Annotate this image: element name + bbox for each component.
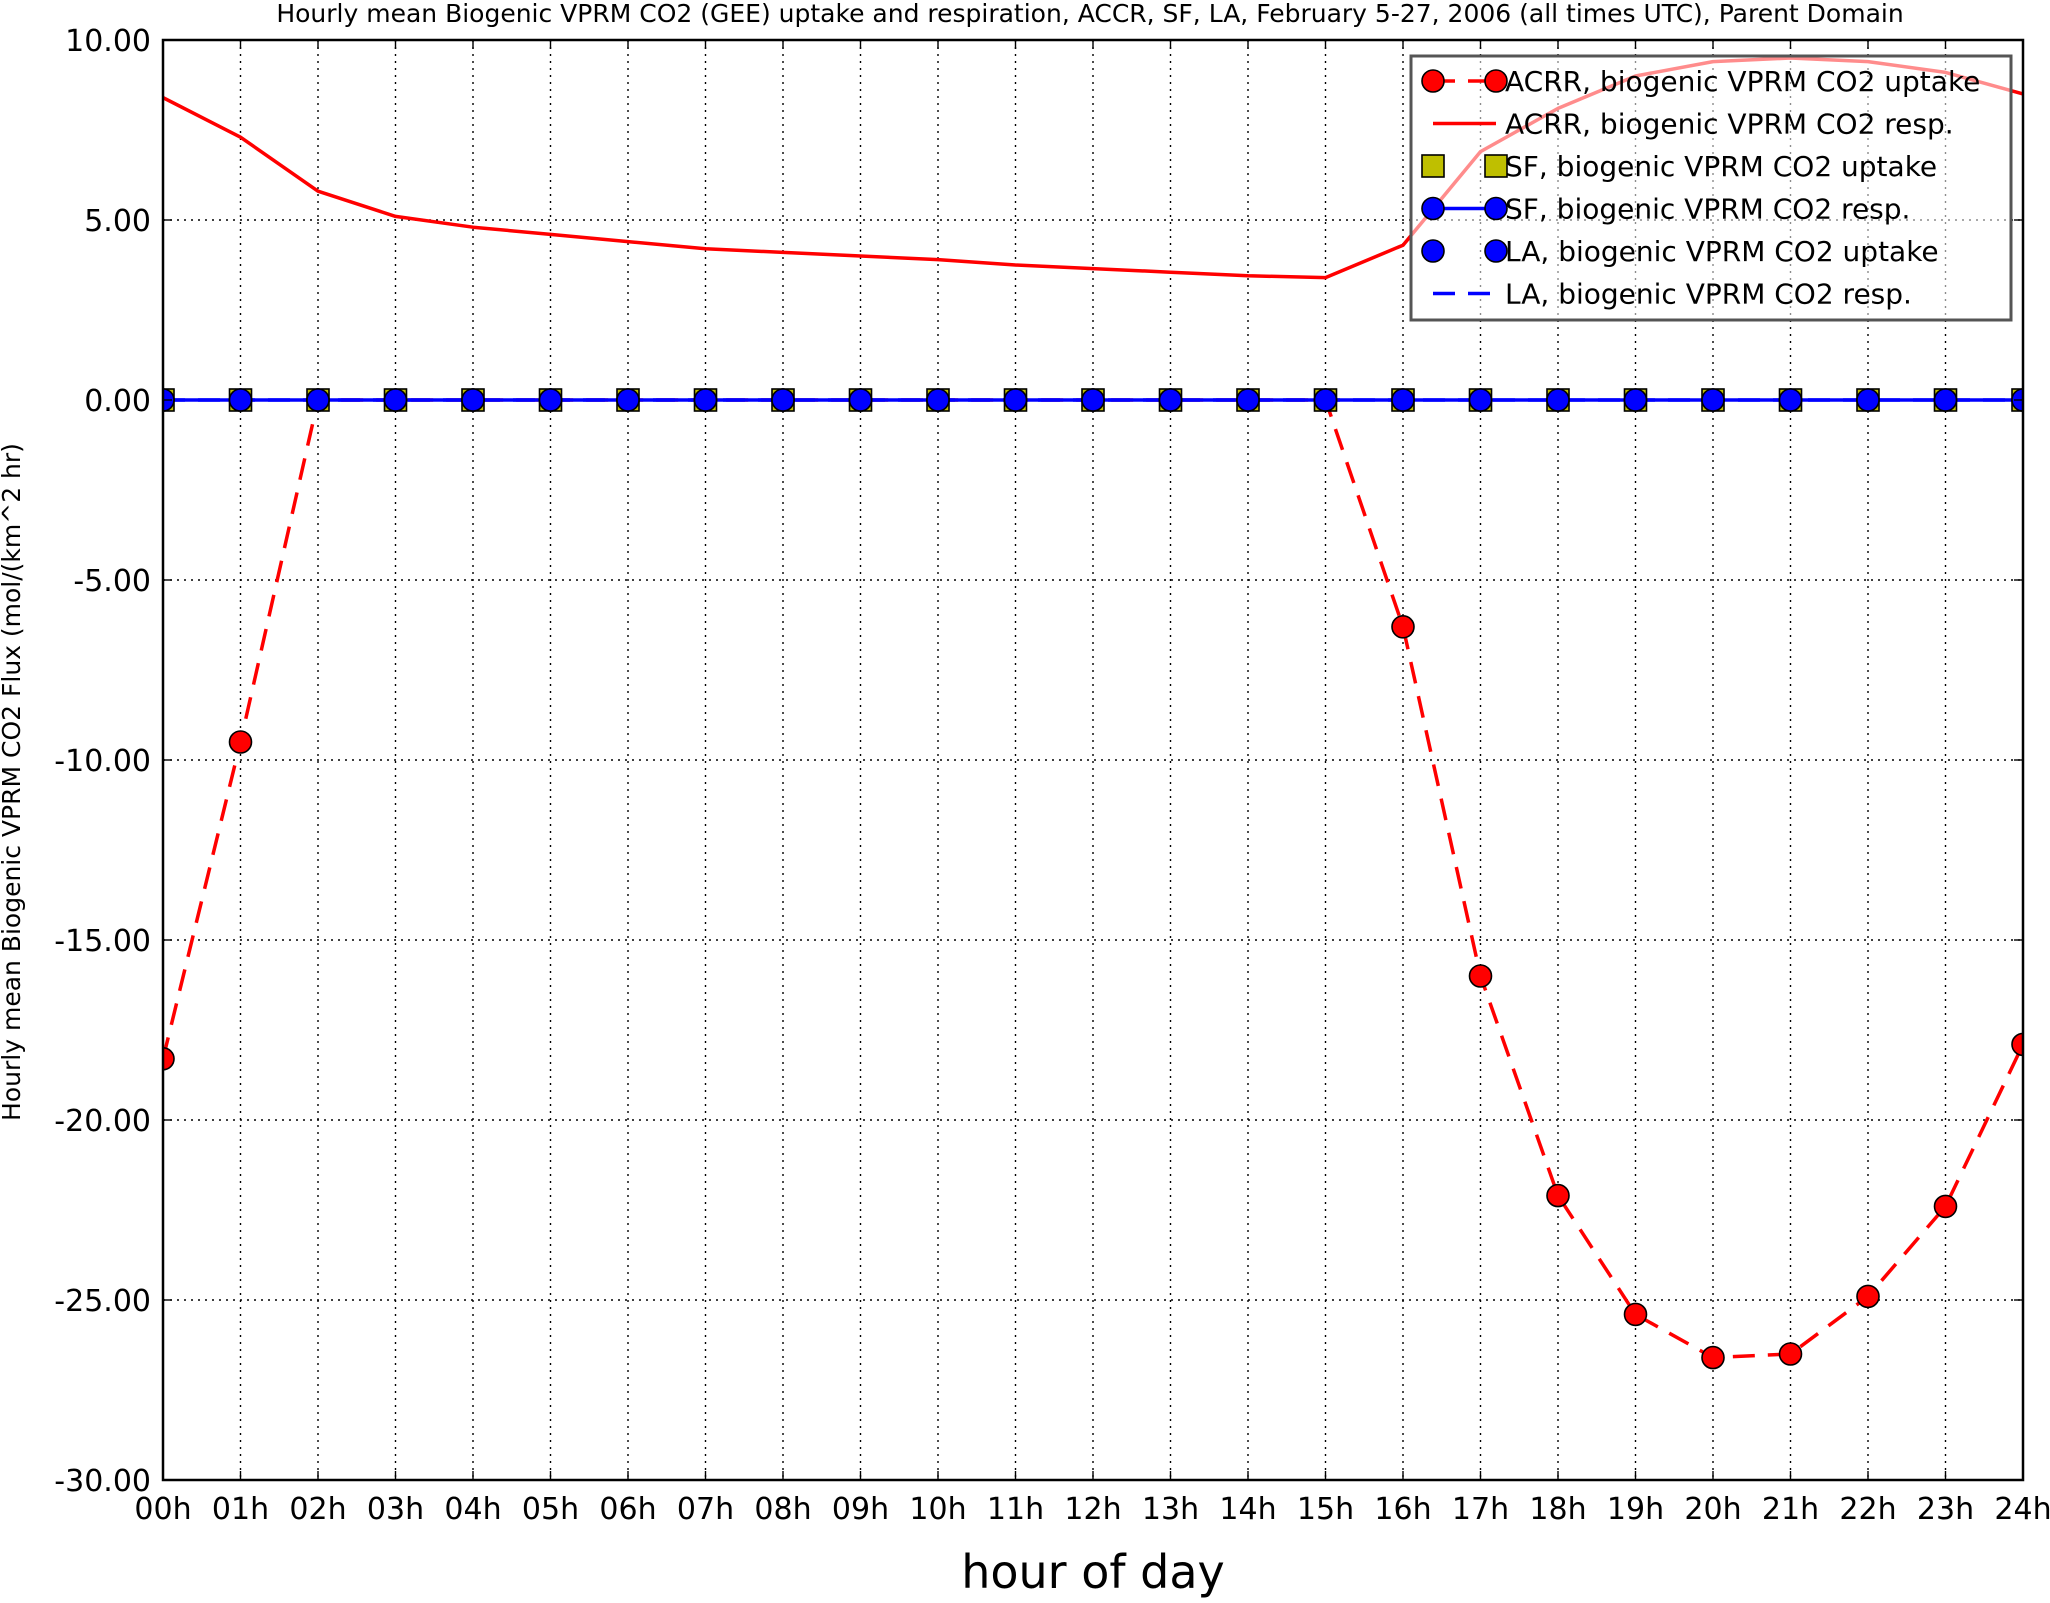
x-tick-label: 05h bbox=[522, 1492, 579, 1527]
point-acrr-biogenic-vprm-co2-uptake bbox=[1933, 1194, 1958, 1219]
chart-title: Hourly mean Biogenic VPRM CO2 (GEE) upta… bbox=[276, 0, 1903, 28]
point-la-biogenic-vprm-co2-uptake bbox=[1701, 388, 1725, 412]
point-acrr-biogenic-vprm-co2-uptake bbox=[1391, 614, 1415, 639]
x-tick-label: 17h bbox=[1452, 1492, 1509, 1527]
y-tick-label: -30.00 bbox=[54, 1464, 151, 1499]
point-la-biogenic-vprm-co2-uptake bbox=[616, 388, 640, 412]
x-tick-label: 09h bbox=[832, 1492, 889, 1527]
x-tick-label: 06h bbox=[599, 1492, 656, 1527]
legend-label: ACRR, biogenic VPRM CO2 uptake bbox=[1505, 65, 1980, 98]
point-acrr-biogenic-vprm-co2-uptake bbox=[1623, 1302, 1648, 1327]
legend-label: ACRR, biogenic VPRM CO2 resp. bbox=[1505, 108, 1954, 141]
point-la-biogenic-vprm-co2-uptake bbox=[1546, 388, 1570, 412]
x-tick-label: 21h bbox=[1762, 1492, 1819, 1527]
x-tick-label: 08h bbox=[754, 1492, 811, 1527]
point-acrr-biogenic-vprm-co2-uptake bbox=[1778, 1342, 1803, 1366]
x-tick-label: 11h bbox=[987, 1492, 1044, 1527]
axis-ticks: 00h 01h 02h 03h 04h 05h 06h 07h 08h 09h 10h 11h 12h 1… bbox=[54, 24, 2050, 1527]
legend-marker-sf-biogenic-vprm-co2-uptake bbox=[1421, 154, 1445, 178]
x-tick-label: 19h bbox=[1607, 1492, 1664, 1527]
x-tick-label: 12h bbox=[1064, 1492, 1121, 1527]
point-acrr-biogenic-vprm-co2-uptake bbox=[163, 1047, 175, 1071]
point-acrr-biogenic-vprm-co2-uptake bbox=[1468, 964, 1493, 988]
point-la-biogenic-vprm-co2-uptake bbox=[1391, 388, 1415, 412]
legend-marker-sf-biogenic-vprm-co2-resp bbox=[1484, 196, 1508, 221]
legend-marker-sf-biogenic-vprm-co2-resp bbox=[1421, 196, 1445, 221]
point-la-biogenic-vprm-co2-uptake bbox=[1856, 388, 1880, 412]
x-tick-label: 14h bbox=[1219, 1492, 1276, 1527]
point-la-biogenic-vprm-co2-uptake bbox=[1003, 388, 1028, 412]
x-tick-label: 10h bbox=[909, 1492, 966, 1527]
point-la-biogenic-vprm-co2-uptake bbox=[1933, 388, 1958, 412]
legend-marker-sf-biogenic-vprm-co2-uptake bbox=[1484, 154, 1508, 178]
legend-label: SF, biogenic VPRM CO2 resp. bbox=[1505, 193, 1910, 226]
point-la-biogenic-vprm-co2-uptake bbox=[383, 388, 408, 412]
series-line-acrr-biogenic-vprm-co2-uptake bbox=[163, 398, 2023, 1360]
legend-label: SF, biogenic VPRM CO2 uptake bbox=[1505, 150, 1937, 183]
x-tick-label: 24h bbox=[1994, 1492, 2050, 1527]
x-tick-label: 04h bbox=[444, 1492, 501, 1527]
point-la-biogenic-vprm-co2-uptake bbox=[848, 388, 873, 412]
legend-marker-la-biogenic-vprm-co2-uptake bbox=[1484, 239, 1508, 263]
point-la-biogenic-vprm-co2-uptake bbox=[306, 388, 330, 412]
y-tick-label: -10.00 bbox=[54, 744, 151, 779]
point-la-biogenic-vprm-co2-uptake bbox=[461, 388, 485, 412]
y-tick-label: 5.00 bbox=[84, 204, 151, 239]
point-la-biogenic-vprm-co2-uptake bbox=[693, 388, 718, 412]
legend: ACRR, biogenic VPRM CO2 uptake ACRR, biog… bbox=[1409, 54, 2013, 322]
x-tick-label: 22h bbox=[1839, 1492, 1896, 1527]
point-acrr-biogenic-vprm-co2-uptake bbox=[228, 730, 253, 754]
plot-series bbox=[163, 56, 2023, 1370]
legend-label: LA, biogenic VPRM CO2 uptake bbox=[1505, 235, 1939, 268]
x-tick-label: 02h bbox=[289, 1492, 346, 1527]
x-tick-label: 20h bbox=[1684, 1492, 1741, 1527]
x-tick-label: 01h bbox=[212, 1492, 269, 1527]
legend-label: LA, biogenic VPRM CO2 resp. bbox=[1505, 278, 1912, 311]
y-tick-label: 10.00 bbox=[65, 24, 151, 59]
x-tick-label: 16h bbox=[1374, 1492, 1431, 1527]
point-acrr-biogenic-vprm-co2-uptake bbox=[1856, 1284, 1880, 1309]
legend-box bbox=[1409, 54, 2013, 322]
legend-marker-la-biogenic-vprm-co2-uptake bbox=[1421, 239, 1445, 263]
point-acrr-biogenic-vprm-co2-uptake bbox=[1546, 1183, 1570, 1208]
point-acrr-biogenic-vprm-co2-uptake bbox=[1701, 1345, 1725, 1370]
y-tick-label: 0.00 bbox=[84, 384, 151, 419]
point-la-biogenic-vprm-co2-uptake bbox=[771, 388, 795, 412]
point-acrr-biogenic-vprm-co2-uptake bbox=[2011, 1032, 2023, 1057]
point-la-biogenic-vprm-co2-uptake bbox=[926, 388, 950, 412]
point-la-biogenic-vprm-co2-uptake bbox=[1158, 388, 1183, 412]
y-tick-label: -25.00 bbox=[54, 1284, 151, 1319]
point-la-biogenic-vprm-co2-uptake bbox=[1236, 388, 1260, 412]
legend-marker-acrr-biogenic-vprm-co2-uptake bbox=[1484, 69, 1508, 93]
x-tick-label: 07h bbox=[677, 1492, 734, 1527]
x-tick-label: 18h bbox=[1529, 1492, 1586, 1527]
y-tick-label: -20.00 bbox=[54, 1104, 151, 1139]
point-la-biogenic-vprm-co2-uptake bbox=[228, 388, 253, 412]
legend-marker-acrr-biogenic-vprm-co2-uptake bbox=[1421, 69, 1445, 93]
y-axis-label: Hourly mean Biogenic VPRM CO2 Flux (mol/… bbox=[0, 443, 26, 1121]
point-la-biogenic-vprm-co2-uptake bbox=[1623, 388, 1648, 412]
x-tick-label: 23h bbox=[1917, 1492, 1974, 1527]
point-la-biogenic-vprm-co2-uptake bbox=[1081, 388, 1105, 412]
point-la-biogenic-vprm-co2-uptake bbox=[1313, 388, 1338, 412]
x-axis-label: hour of day bbox=[961, 1545, 1225, 1599]
x-tick-label: 00h bbox=[134, 1492, 191, 1527]
point-la-biogenic-vprm-co2-uptake bbox=[1468, 388, 1493, 412]
y-tick-label: -5.00 bbox=[73, 564, 151, 599]
x-tick-label: 03h bbox=[367, 1492, 424, 1527]
x-tick-label: 15h bbox=[1297, 1492, 1354, 1527]
point-la-biogenic-vprm-co2-uptake bbox=[1778, 388, 1803, 412]
x-tick-label: 13h bbox=[1142, 1492, 1199, 1527]
point-la-biogenic-vprm-co2-uptake bbox=[538, 388, 563, 412]
y-tick-label: -15.00 bbox=[54, 924, 151, 959]
